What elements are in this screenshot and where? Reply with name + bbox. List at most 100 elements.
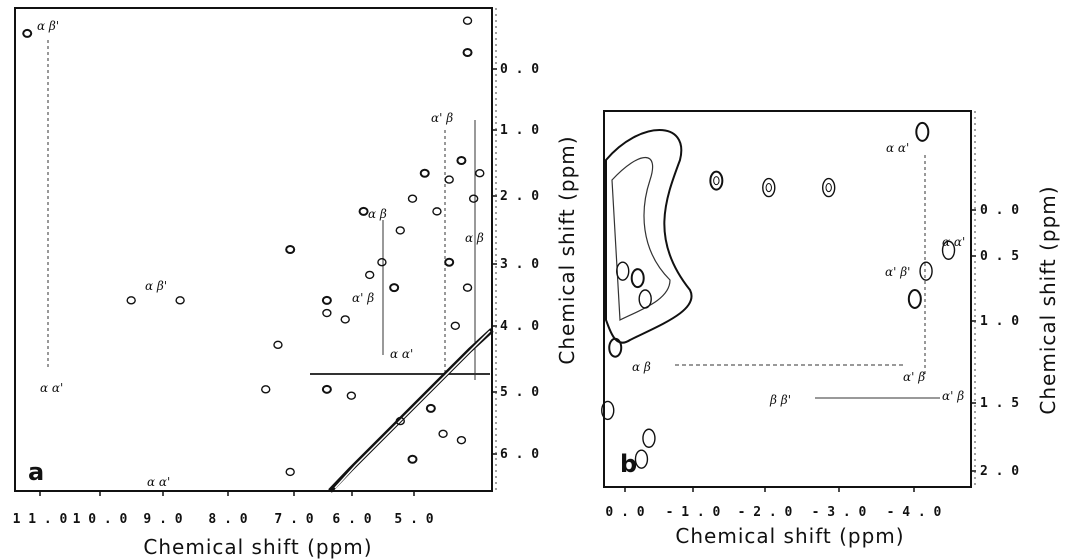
panel-b-x-axis-label: Chemical shift (ppm) [675,524,904,548]
x-tick-label: 0 . 0 [605,505,644,520]
cross-peak [634,449,649,469]
cross-peak [456,435,467,445]
y-tick-label: 1 . 5 [980,396,1019,411]
panel-b-connectors [675,155,940,399]
annotation: α α' [886,141,909,155]
x-tick-label: - 1 . 0 [666,505,721,520]
cross-peak [762,177,776,198]
cross-peak [642,428,656,448]
panel-a-y-axis-label: Chemical shift (ppm) [555,135,579,364]
x-tick-label: 1 1 . 0 [13,512,68,527]
y-tick-label: 2 . 0 [500,189,539,204]
cross-peak [456,156,467,166]
cross-peak-inner [765,183,772,193]
cross-peak [475,169,485,178]
cross-peak [462,283,473,292]
cross-peak [389,283,400,293]
cross-peak [364,270,375,280]
cross-peak [462,47,473,57]
x-tick-label: - 4 . 0 [887,505,942,520]
cross-peak [340,315,350,324]
annotation: α' β [942,389,964,403]
panel-a-diagonal-ridge-inner [334,330,491,489]
cross-peak [346,391,357,400]
y-tick-label: 5 . 0 [500,385,539,400]
panel-b-y-ticks: 0 . 0 0 . 5 1 . 0 1 . 5 2 . 0 [971,111,1019,487]
cross-peak [425,403,436,413]
cross-peak [261,385,271,394]
cross-peak [419,168,430,178]
x-tick-label: 9 . 0 [143,512,182,527]
panel-b-label: b [620,450,637,478]
x-tick-label: 5 . 0 [394,512,433,527]
cross-peak [919,261,933,281]
annotation: α α' [40,381,63,395]
panel-a-y-ticks: 0 . 0 1 . 0 2 . 0 3 . 0 4 . 0 5 . 0 6 . 0 [492,8,539,491]
cross-peak [175,296,185,305]
cross-peak-inner [825,183,832,193]
cross-peak-inner [713,176,720,186]
cross-peak [377,258,387,267]
cross-peak [22,28,33,38]
cross-peak [608,337,623,358]
annotation: α' β [431,111,453,125]
cross-peak [941,240,956,260]
annotation: α β' [37,19,59,33]
x-tick-label: - 3 . 0 [812,505,867,520]
cross-peak [450,321,461,330]
panel-b-y-axis-label: Chemical shift (ppm) [1036,185,1060,414]
panel-a-label: a [28,458,44,486]
x-tick-label: 8 . 0 [208,512,247,527]
annotation: α β [368,207,387,221]
cross-peak [468,194,479,203]
panel-a-x-ticks: 1 1 . 0 1 0 . 0 9 . 0 8 . 0 7 . 0 6 . 0 5 . 0 [13,491,434,527]
cross-peak [907,289,922,309]
cross-peak [285,245,296,254]
y-tick-label: 1 . 0 [500,123,539,138]
cross-peak [395,226,405,235]
x-tick-label: 1 0 . 0 [73,512,128,527]
annotation: α' β [352,291,374,305]
annotation: β β' [769,393,791,407]
cross-peak [407,454,418,464]
cross-peak [821,177,836,198]
annotation: α β [632,360,651,374]
panel-a-x-axis-label: Chemical shift (ppm) [143,535,372,559]
cross-peak [395,416,405,426]
cross-peak [915,121,930,142]
annotation: α α' [147,475,170,489]
annotation: α α' [390,347,413,361]
y-tick-label: 1 . 0 [980,314,1019,329]
cross-peak [321,384,332,394]
cross-peak [438,429,448,439]
x-tick-label: 7 . 0 [274,512,313,527]
y-tick-label: 6 . 0 [500,447,539,462]
cross-peak [462,16,473,25]
y-tick-label: 0 . 5 [980,249,1019,264]
annotation: α α' [942,235,965,249]
cross-peak [444,175,454,184]
cross-peak [444,257,455,267]
y-tick-label: 4 . 0 [500,319,539,334]
cross-peak [321,295,332,305]
panel-a-peaks [22,16,485,477]
cross-peak [638,289,652,309]
y-tick-label: 0 . 0 [500,62,539,77]
cross-peak [630,268,645,289]
panel-b-x-ticks: 0 . 0 - 1 . 0 - 2 . 0 - 3 . 0 - 4 . 0 [605,487,942,520]
panel-a-plot-area [14,7,493,492]
cross-peak [616,261,630,281]
x-tick-label: 6 . 0 [332,512,371,527]
cross-peak [601,400,615,421]
panel-b-diagonal-cluster-inner [611,156,671,321]
annotation: α β' [145,279,167,293]
panel-a-connectors [47,40,490,380]
cross-peak [273,340,283,350]
cross-peak [358,206,369,216]
cross-peak [709,170,724,191]
annotation: α' β [903,370,925,384]
cross-peak [126,296,136,305]
annotation: α' β' [885,265,910,279]
cross-peak [407,194,418,203]
